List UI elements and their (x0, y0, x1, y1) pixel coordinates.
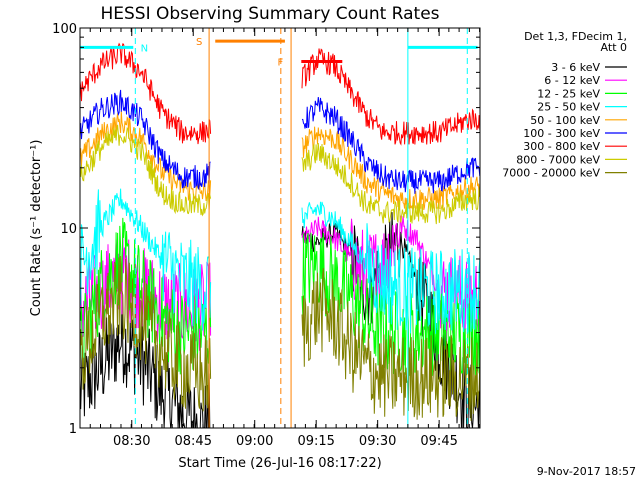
x-tick-label-3: 09:15 (297, 434, 334, 449)
series-line-8-part-1 (301, 268, 481, 421)
x-tick-label-2: 09:00 (236, 434, 273, 449)
y-axis: 1 10 100 (52, 22, 480, 437)
annotation-s: S (196, 37, 202, 48)
series-line-7-part-1 (301, 142, 481, 225)
legend-label-4: 50 - 100 keV (530, 114, 600, 127)
x-tick-label-5: 09:45 (420, 434, 457, 449)
legend-header-line1: Det 1,3, FDecim 1, (524, 30, 627, 43)
y-tick-label-1: 10 (60, 222, 77, 237)
series-line-5-part-0 (79, 89, 211, 191)
series-line-4-part-0 (79, 111, 212, 202)
annotation-n: N (141, 43, 148, 54)
legend-label-8: 7000 - 20000 keV (502, 167, 600, 180)
plot-area: N S F (79, 28, 481, 429)
x-axis-label: Start Time (26-Jul-16 08:17:22) (178, 456, 381, 471)
x-tick-label-0: 08:30 (113, 434, 150, 449)
legend-label-3: 25 - 50 keV (537, 101, 600, 114)
series-line-7-part-0 (79, 124, 212, 217)
date-stamp: 9-Nov-2017 18:57 (537, 465, 636, 478)
x-tick-label-1: 08:45 (175, 434, 212, 449)
legend-label-1: 6 - 12 keV (544, 74, 600, 87)
legend-label-6: 300 - 800 keV (523, 140, 600, 153)
series-line-3-part-0 (79, 188, 212, 331)
series-line-3-part-1 (301, 201, 481, 334)
annotation-f: F (278, 57, 284, 68)
legend-header-line2: Att 0 (601, 41, 627, 54)
series-line-5-part-1 (301, 97, 481, 194)
legend-label-7: 800 - 7000 keV (516, 153, 600, 166)
legend-label-2: 12 - 25 keV (537, 87, 600, 100)
series-line-8-part-0 (79, 255, 212, 412)
x-tick-label-4: 09:30 (359, 434, 396, 449)
chart-title: HESSI Observing Summary Count Rates (100, 4, 439, 24)
x-axis: 08:30 08:45 09:00 09:15 09:30 09:45 (89, 28, 481, 449)
legend-label-5: 100 - 300 keV (523, 127, 600, 140)
y-axis-label: Count Rate (s⁻¹ detector⁻¹) (29, 140, 44, 317)
y-tick-label-2: 100 (52, 22, 77, 37)
legend-label-0: 3 - 6 keV (551, 61, 600, 74)
series-line-6-part-0 (79, 42, 212, 145)
y-tick-label-0: 1 (69, 422, 77, 437)
